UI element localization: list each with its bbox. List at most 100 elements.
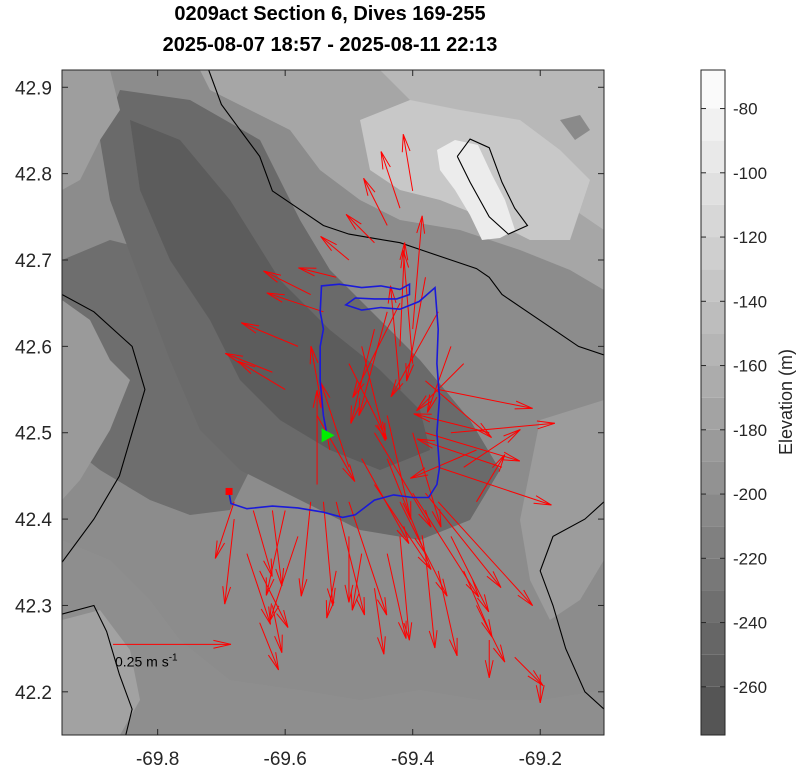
current-vector-shaft — [358, 311, 388, 416]
current-vector — [416, 438, 503, 468]
colorbar-band — [701, 654, 725, 687]
colorbar-tick-label: -120 — [733, 228, 767, 247]
current-vector-head — [448, 637, 458, 657]
colorbar-tick-label: -80 — [733, 100, 758, 119]
colorbar-band — [701, 590, 725, 623]
colorbar-ticks: -80 -100 -120 -140 -160 -180 -200 -220 -240 -260 — [701, 100, 767, 697]
current-vector-shaft — [350, 328, 375, 424]
colorbar: -80-100-120-140-160-180-200-220-240-260 … — [700, 69, 796, 736]
current-vector-head — [535, 685, 545, 703]
x-tick-label: -69.2 — [519, 749, 562, 770]
y-tick-label: 42.5 — [15, 424, 52, 445]
contour-line — [456, 138, 529, 235]
current-vector — [412, 432, 442, 528]
current-vector-head — [390, 379, 404, 398]
colorbar-tick-label: -180 — [733, 421, 767, 440]
current-vector-shaft — [380, 151, 401, 209]
y-tick-label: 42.3 — [15, 596, 52, 617]
y-tick-label: 42.8 — [15, 165, 52, 186]
current-vector-head — [400, 250, 410, 269]
scale-label-exponent: -1 — [169, 652, 178, 663]
current-vector-head — [426, 394, 438, 413]
current-vector-shaft — [438, 466, 552, 506]
current-vector-shaft — [463, 429, 521, 468]
current-vector-shaft — [373, 588, 385, 655]
current-vector-shaft — [390, 311, 439, 397]
x-tick-label: -69.4 — [391, 749, 435, 770]
colorbar-band — [701, 686, 725, 735]
current-vector-shaft — [266, 292, 324, 313]
current-vector-shaft — [425, 492, 502, 588]
current-vector — [348, 363, 388, 440]
current-vector — [263, 270, 311, 295]
chart-subtitle: 2025-08-07 18:57 - 2025-08-11 22:13 — [163, 34, 498, 56]
colorbar-band — [701, 301, 725, 334]
current-vector-head — [260, 606, 272, 625]
current-vector-head — [325, 600, 335, 619]
current-vector — [413, 413, 490, 434]
current-vector-shaft — [363, 178, 388, 226]
shallow-bank-upper — [240, 70, 604, 230]
current-vector-shaft — [259, 570, 289, 628]
current-vector-head — [320, 235, 337, 251]
contour-line — [208, 70, 604, 356]
current-vector-shaft — [320, 236, 350, 261]
current-vector-shaft — [438, 389, 533, 409]
current-vector — [386, 415, 412, 520]
current-vector-shaft — [265, 510, 286, 596]
current-vector-shaft — [300, 501, 312, 597]
current-vector — [345, 213, 375, 244]
current-vector-head — [263, 270, 282, 283]
current-vector — [484, 640, 494, 678]
colorbar-band — [701, 237, 725, 270]
current-vector-head — [350, 405, 360, 424]
current-vector — [438, 389, 533, 410]
end-marker — [225, 487, 233, 495]
bathymetry-shading — [62, 70, 604, 735]
current-vector-shaft — [263, 270, 311, 295]
current-vector-shaft — [399, 536, 410, 641]
current-vector-shaft — [514, 656, 544, 686]
colorbar-tick-label: -100 — [733, 164, 767, 183]
contour-line — [62, 604, 133, 735]
current-vector-head — [397, 620, 407, 639]
current-vector-shaft — [406, 277, 426, 382]
y-tick-label: 42.4 — [15, 510, 52, 531]
current-vector-head — [416, 395, 432, 412]
current-vector-shaft — [269, 536, 299, 622]
colorbar-tick-label: -220 — [733, 549, 767, 568]
current-vector-head — [222, 586, 232, 605]
current-vector-shaft — [259, 622, 280, 671]
current-vector — [390, 311, 439, 398]
current-vector-head — [374, 421, 388, 440]
current-vector-shaft — [241, 322, 299, 347]
current-vector-head — [312, 390, 322, 408]
current-vector — [437, 570, 458, 657]
current-vector — [374, 484, 432, 570]
y-tick-label: 42.2 — [15, 683, 52, 704]
current-vector-shaft — [386, 458, 426, 554]
start-marker — [321, 428, 335, 443]
current-vector-shaft — [345, 214, 375, 244]
x-tick-label: -69.6 — [264, 749, 307, 770]
current-vector-head — [484, 660, 494, 678]
current-vector-head — [241, 322, 260, 334]
colorbar-band — [701, 526, 725, 559]
colorbar-band — [701, 108, 725, 141]
current-vector — [437, 501, 534, 607]
current-vector-shaft — [412, 432, 442, 528]
colorbar-tick-label: -240 — [733, 614, 767, 633]
current-vector — [266, 292, 324, 313]
deep-basin-core — [130, 120, 430, 470]
y-axis: 42.2 42.3 42.4 42.5 42.6 42.7 42.8 42.9 — [15, 78, 604, 704]
current-vector-shaft — [271, 510, 283, 587]
current-vector — [348, 501, 388, 616]
colorbar-band — [701, 140, 725, 173]
current-vector — [424, 553, 438, 649]
colorbar-band — [701, 622, 725, 655]
current-vector — [476, 454, 506, 503]
colorbar-band — [701, 204, 725, 238]
current-vector-head — [503, 429, 521, 443]
glider-track — [228, 282, 441, 519]
